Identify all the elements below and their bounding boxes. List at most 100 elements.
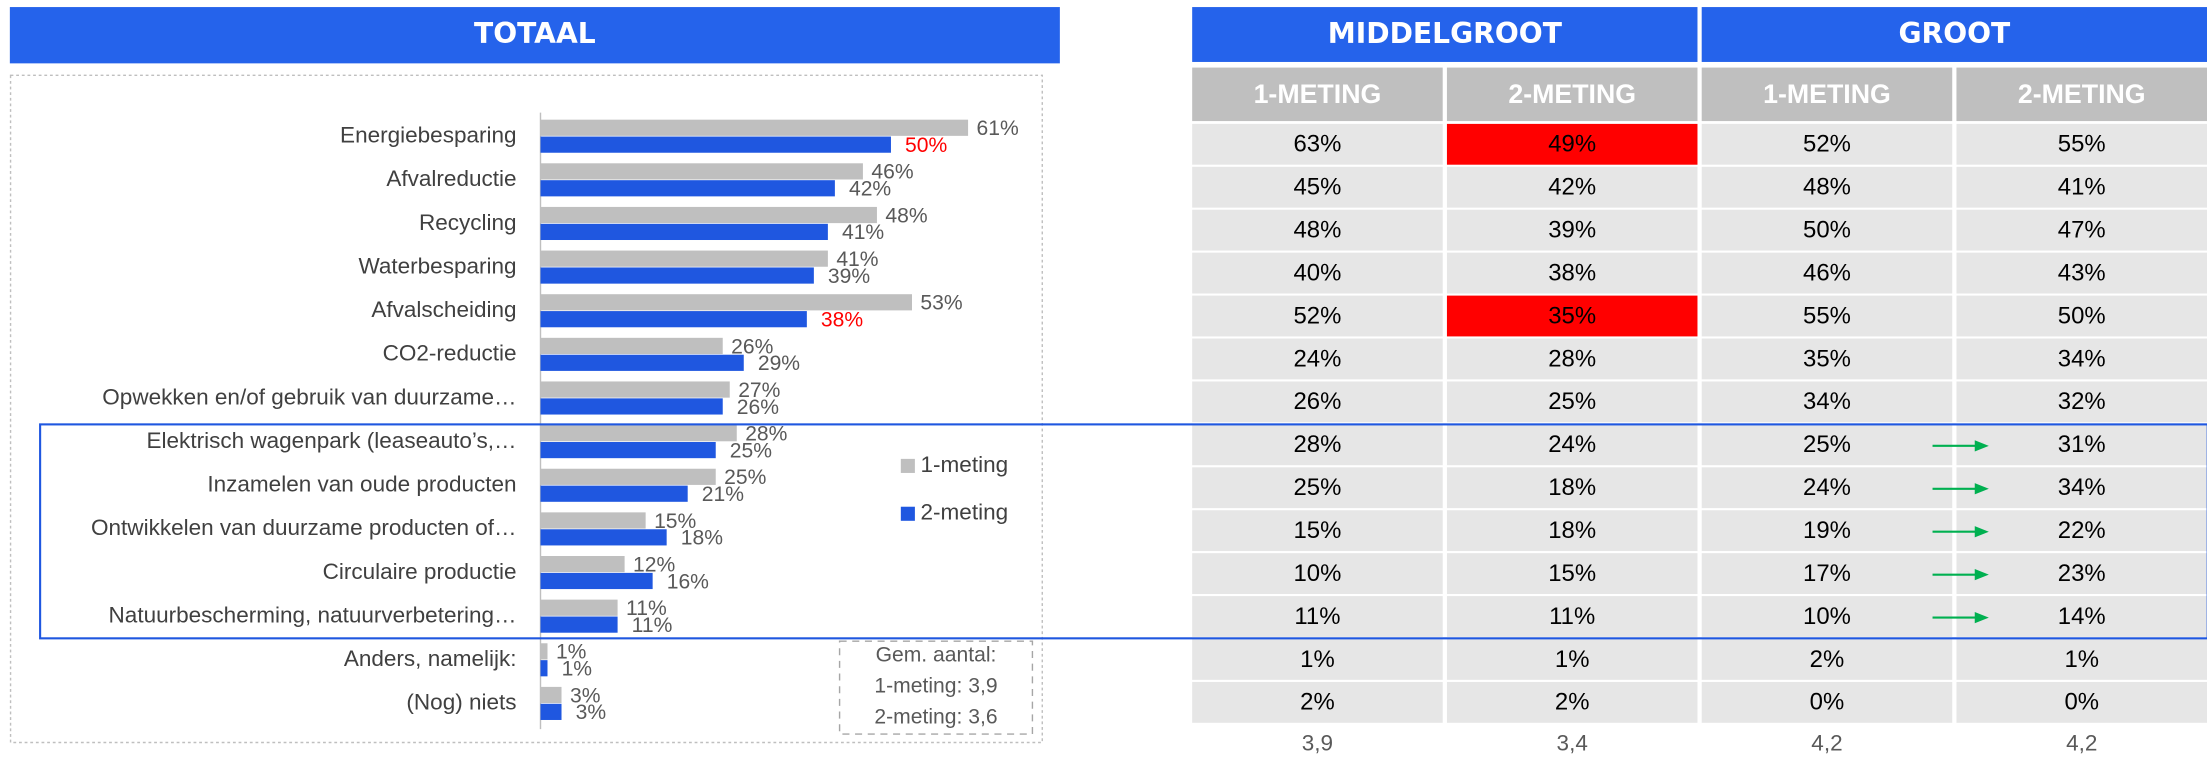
cell-text: 11% [1549, 603, 1595, 630]
chart-title: TOTAAL [474, 17, 596, 50]
cell-text: 49% [1548, 131, 1596, 158]
footer-text: 4,2 [2066, 731, 2097, 756]
bar [540, 337, 723, 355]
cell-text: 10% [1803, 603, 1851, 630]
bar [540, 703, 562, 720]
cell [1192, 338, 1443, 380]
cell-text: 24% [1803, 474, 1851, 501]
column-header [1192, 67, 1443, 122]
legend-swatch [900, 506, 915, 521]
cell [1956, 209, 2207, 251]
title-bar [9, 7, 1060, 64]
bar-chart: Energiebesparing Afvalreductie Recycling Wa… [91, 117, 1019, 728]
value-label: 1% [562, 658, 593, 681]
cell [1192, 596, 1443, 637]
cell-text: 63% [1294, 131, 1342, 158]
category-label: Inzamelen van oude producten [207, 472, 516, 497]
value-label: 41% [836, 248, 878, 271]
column-header-text: 2-METING [2018, 79, 2146, 109]
cell-text: 17% [1803, 560, 1851, 587]
cell [1192, 166, 1443, 208]
cell [1956, 166, 2207, 208]
bar [540, 354, 744, 371]
category-label: Waterbesparing [358, 253, 516, 278]
cell [1701, 424, 1953, 466]
column-header [1956, 67, 2207, 122]
category-label: Afvalreductie [386, 166, 516, 191]
cell-text: 40% [1294, 259, 1342, 286]
cell [1192, 209, 1443, 251]
category-label: Opwekken en/of gebruik van duurzame… [102, 384, 516, 409]
cell [1446, 424, 1698, 466]
value-label: 3% [570, 684, 601, 707]
value-label: 25% [730, 439, 772, 462]
value-label: 41% [842, 221, 884, 244]
cell-text: 48% [1803, 174, 1851, 201]
cell [1701, 166, 1953, 208]
category-label: Ontwikkelen van duurzame producten of… [91, 515, 517, 540]
value-label: 15% [654, 510, 696, 533]
column-header-text: 1-METING [1254, 79, 1382, 109]
bar [540, 163, 863, 180]
cell [1446, 510, 1698, 552]
cell-text: 52% [1294, 302, 1342, 329]
bar [540, 468, 716, 485]
cell-text: 25% [1803, 431, 1851, 458]
bar [540, 572, 653, 590]
bar [540, 425, 737, 442]
arrow-head [1974, 611, 1989, 624]
category-label: (Nog) niets [406, 690, 516, 715]
bar [540, 660, 548, 677]
value-label: 27% [738, 379, 780, 402]
group-header-text: MIDDELGROOT [1328, 17, 1563, 50]
cell [1701, 123, 1953, 165]
value-label: 61% [977, 117, 1019, 140]
footer-text: 3,9 [1302, 731, 1333, 756]
note-text: 2-meting: 3,6 [874, 705, 997, 728]
cell [1956, 295, 2207, 337]
footer-text: 3,4 [1557, 731, 1588, 756]
bar [540, 381, 730, 398]
value-label: 1% [556, 641, 587, 664]
cell [1192, 252, 1443, 294]
value-label: 25% [724, 466, 766, 489]
cell [1701, 681, 1953, 723]
cell [1446, 338, 1698, 380]
cell [1956, 553, 2207, 594]
bar [540, 599, 618, 616]
cell-text: 23% [2058, 560, 2106, 587]
value-label: 21% [702, 483, 744, 506]
value-label: 48% [885, 204, 927, 227]
footer-text: 4,2 [1811, 731, 1842, 756]
cell-text: 39% [1548, 217, 1596, 244]
cell-text: 15% [1548, 560, 1596, 587]
category-label: Afvalscheiding [371, 297, 516, 322]
value-label: 42% [849, 178, 891, 201]
cell-text: 50% [2058, 302, 2106, 329]
cell [1446, 681, 1698, 723]
cell [1701, 381, 1953, 423]
cell-text: 10% [1294, 560, 1342, 587]
cell [1701, 295, 1953, 337]
cell-text: 25% [1548, 388, 1596, 415]
cell [1446, 166, 1698, 208]
bar [540, 441, 716, 459]
cell [1192, 681, 1443, 723]
cell-text: 1% [1300, 646, 1335, 673]
note-text: Gem. aantal: [876, 644, 997, 667]
bar [540, 206, 877, 224]
cell [1956, 596, 2207, 637]
value-label: 11% [626, 597, 667, 620]
category-label: Anders, namelijk: [344, 646, 517, 671]
cell [1192, 639, 1443, 680]
cell-text: 52% [1803, 131, 1851, 158]
cell [1956, 252, 2207, 294]
cell-text: 47% [2058, 217, 2106, 244]
cell-text: 1% [2064, 646, 2099, 673]
bar [540, 686, 562, 704]
column-header [1701, 67, 1953, 122]
cell [1956, 467, 2207, 509]
cell-text: 11% [1294, 603, 1340, 630]
cell-text: 22% [2058, 517, 2106, 544]
